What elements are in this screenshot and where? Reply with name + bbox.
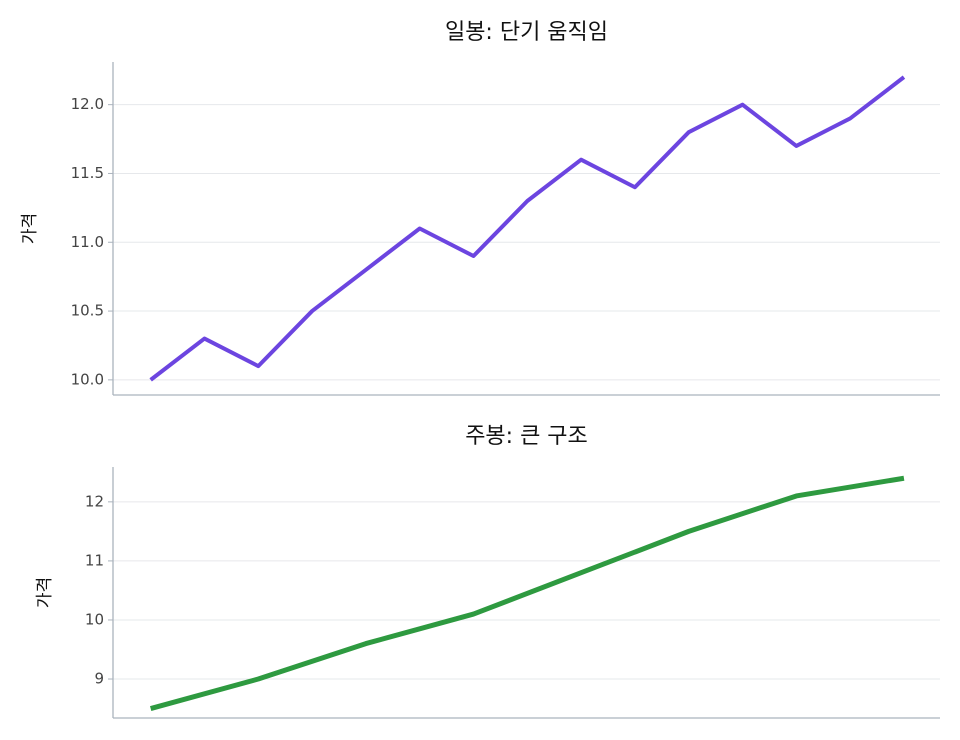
- y-tick-label: 9: [94, 670, 104, 688]
- y-tick-label: 10: [85, 610, 104, 628]
- line: [150, 475, 905, 711]
- y-axis-label: 가격: [35, 577, 55, 608]
- y-tick-label: 10.0: [71, 370, 104, 388]
- y-tick-label: 12.0: [71, 95, 104, 113]
- y-tick-label: 11: [85, 551, 104, 569]
- y-tick-label: 11.5: [71, 164, 104, 182]
- y-tick-label: 11.0: [71, 233, 104, 251]
- chart-title: 일봉: 단기 움직임: [445, 20, 608, 45]
- chart-title: 주봉: 큰 구조: [465, 424, 588, 449]
- y-tick-label: 10.5: [71, 302, 104, 320]
- line: [149, 75, 906, 382]
- y-axis-label: 가격: [20, 213, 40, 244]
- y-tick-label: 12: [85, 492, 104, 510]
